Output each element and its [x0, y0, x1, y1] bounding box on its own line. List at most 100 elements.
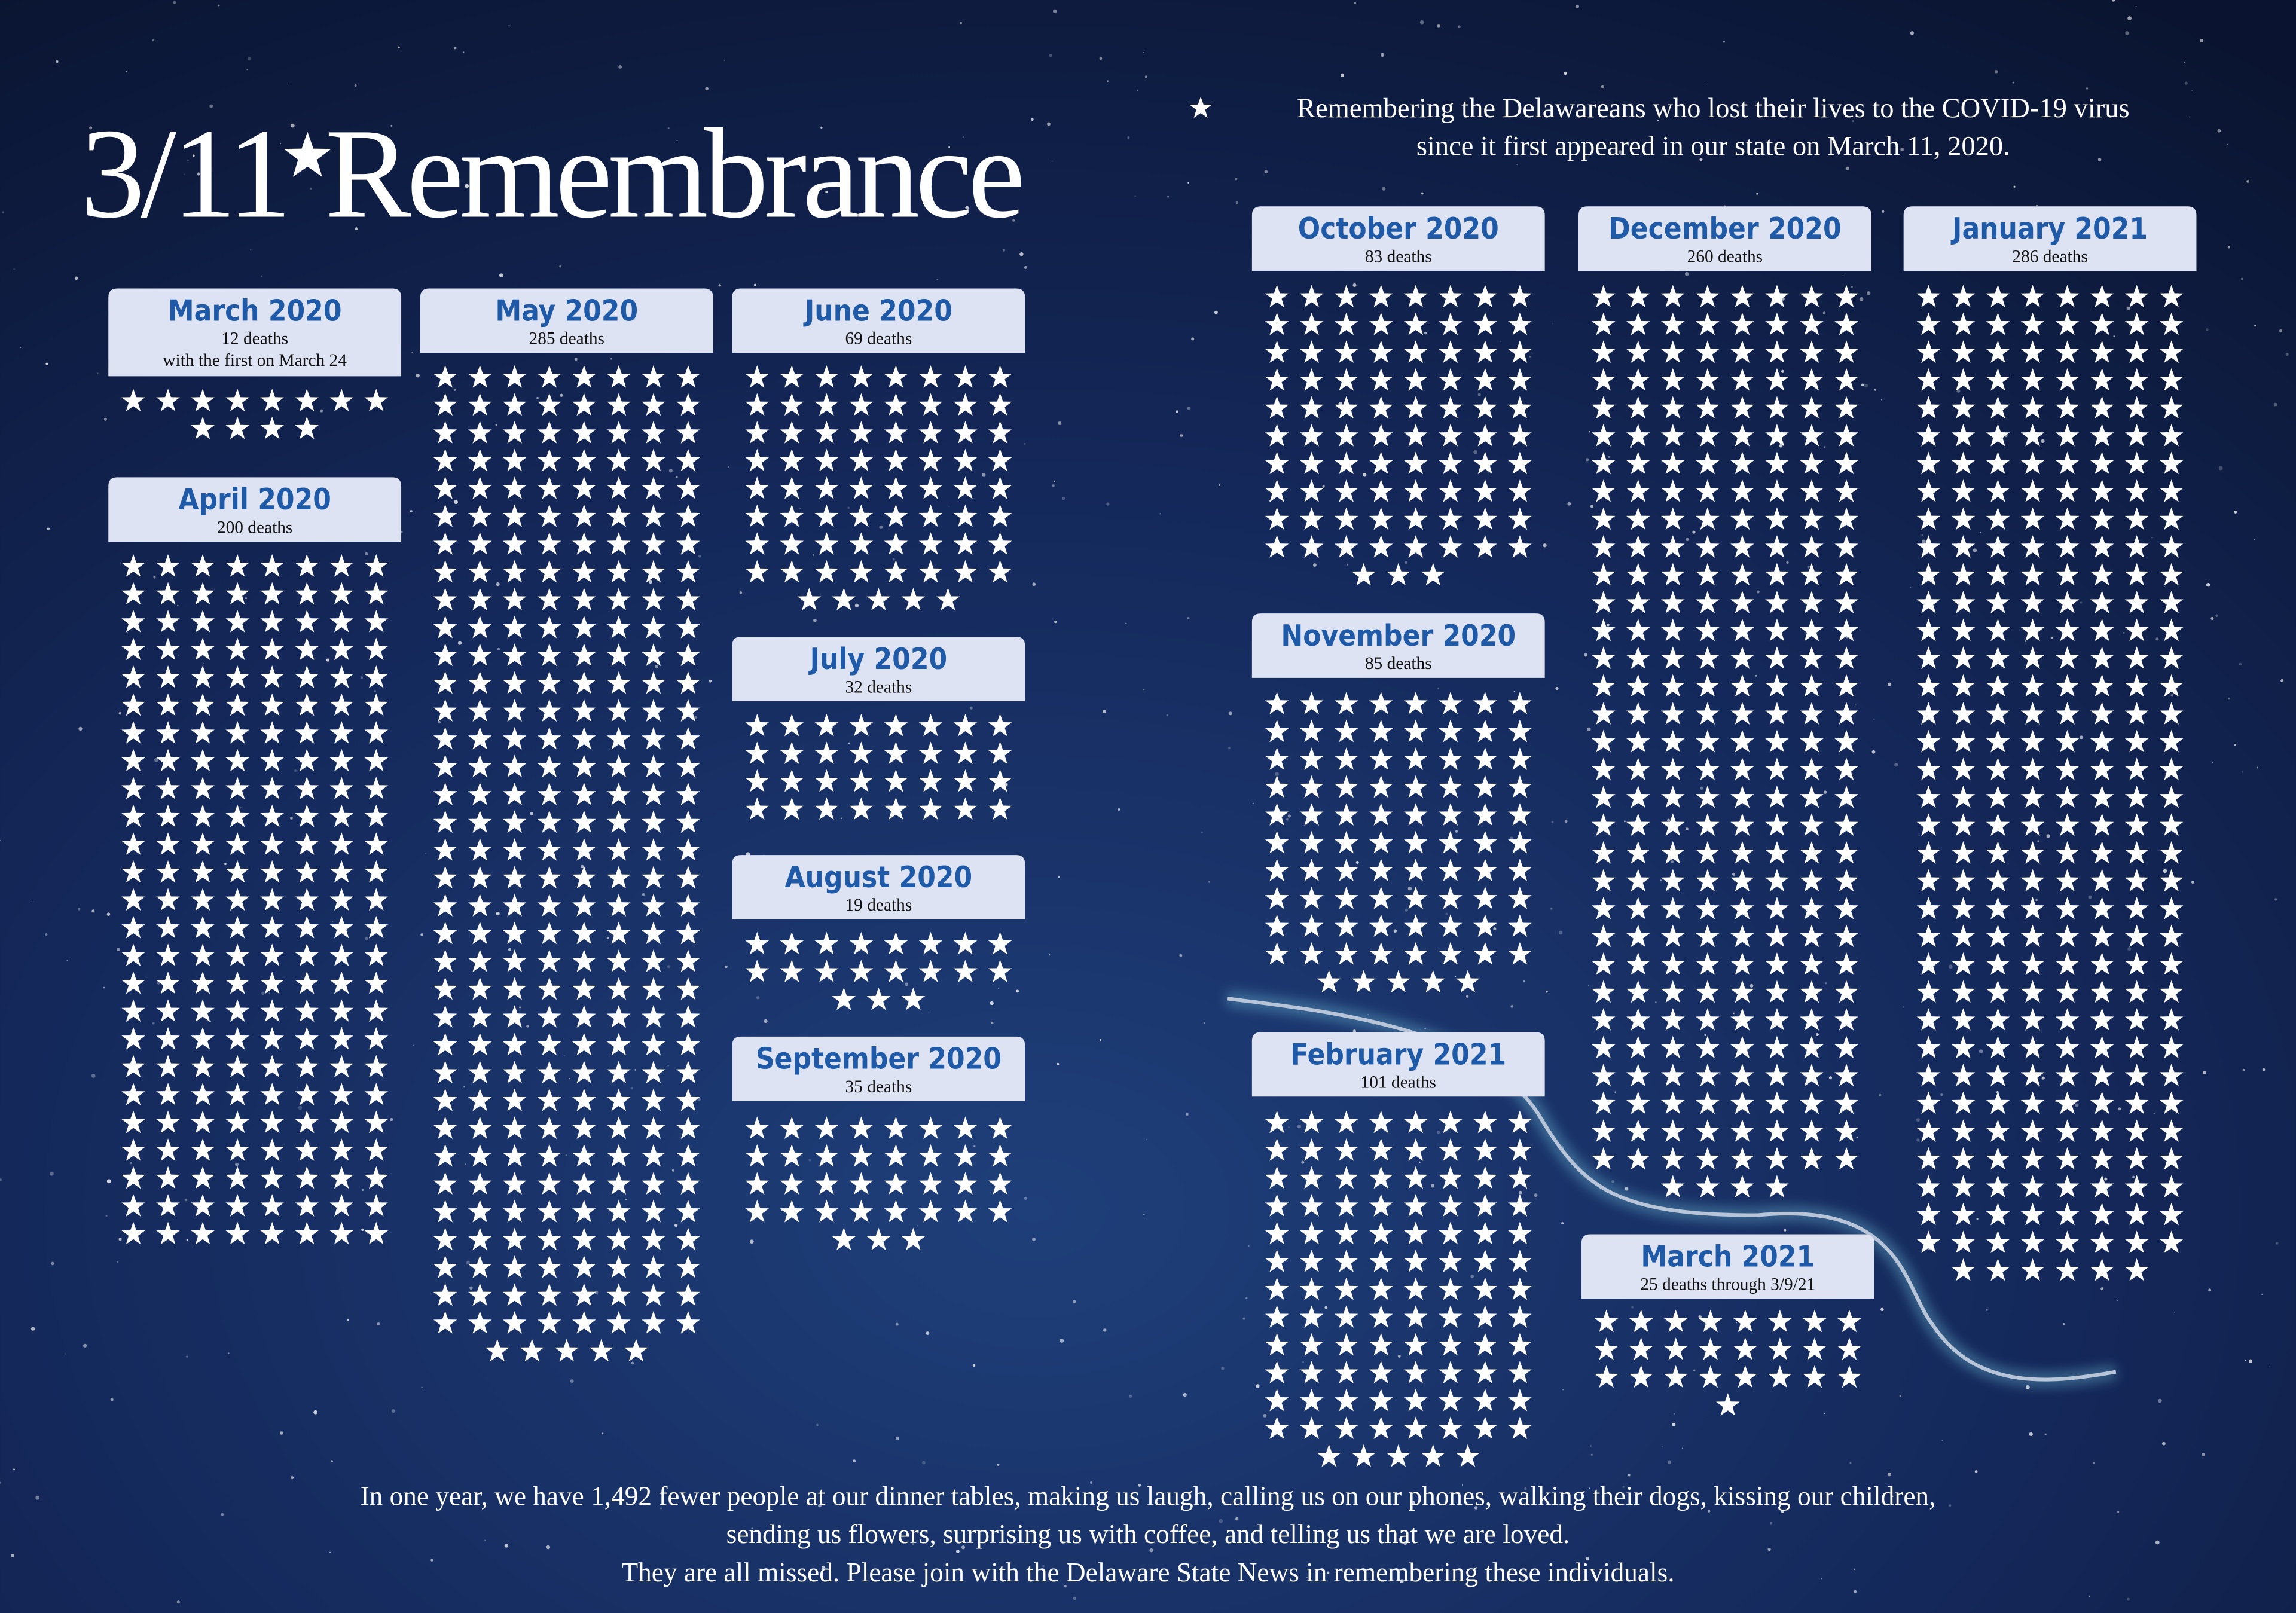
death-star — [225, 554, 249, 577]
death-star — [329, 1166, 354, 1189]
sky-star — [1611, 1180, 1614, 1183]
death-star — [1800, 702, 1824, 725]
sky-star — [2046, 834, 2050, 838]
month-title: July 2020 — [808, 642, 948, 676]
death-star — [676, 421, 700, 444]
sky-star — [1143, 689, 1144, 690]
sky-star — [1523, 980, 1525, 983]
death-star — [1334, 1333, 1358, 1356]
sky-star — [291, 1476, 294, 1480]
sky-star — [1558, 930, 1563, 935]
sky-star — [1584, 653, 1588, 657]
death-star — [1369, 1416, 1393, 1440]
death-star — [1369, 1388, 1393, 1412]
death-star — [1986, 368, 2010, 391]
death-star — [988, 504, 1012, 527]
death-star — [156, 777, 180, 799]
sky-star — [1786, 561, 1789, 564]
death-star — [1369, 859, 1393, 881]
death-star — [1386, 970, 1410, 993]
sky-star — [2158, 1398, 2162, 1403]
death-star — [1299, 1110, 1324, 1134]
sky-star — [575, 358, 578, 361]
sky-star — [1973, 548, 1977, 552]
death-star — [295, 832, 319, 855]
death-star — [1439, 368, 1463, 391]
sky-star — [1674, 1413, 1675, 1415]
death-star — [2159, 702, 2184, 725]
sky-star — [820, 126, 823, 129]
death-star — [121, 1194, 145, 1217]
death-star — [642, 921, 665, 945]
death-star — [2090, 1175, 2114, 1197]
death-star — [884, 769, 908, 792]
death-star — [2124, 563, 2149, 586]
death-star — [780, 421, 804, 444]
death-star — [1834, 952, 1858, 975]
death-star — [1951, 563, 1976, 586]
death-star — [2020, 813, 2045, 836]
death-star — [2124, 1202, 2149, 1226]
death-star — [1834, 1008, 1858, 1031]
death-star — [918, 532, 943, 555]
sky-star — [1235, 1517, 1239, 1521]
death-star — [1508, 396, 1532, 419]
death-star — [1800, 785, 1824, 808]
death-star — [1696, 1064, 1720, 1086]
sky-star — [1589, 1487, 1590, 1489]
death-star — [2159, 674, 2184, 697]
death-star — [1626, 869, 1650, 892]
death-star — [1369, 886, 1393, 909]
death-star — [884, 504, 908, 527]
death-star — [260, 749, 284, 772]
death-star — [156, 1055, 180, 1078]
death-star — [953, 504, 978, 527]
death-star — [2159, 952, 2184, 975]
death-star — [1439, 886, 1463, 909]
sky-star — [1176, 410, 1178, 413]
sky-star — [1201, 831, 1203, 833]
death-star — [1834, 618, 1858, 641]
sky-star — [1419, 20, 1424, 25]
death-star — [433, 921, 457, 945]
death-star — [572, 921, 596, 945]
sky-star — [45, 933, 48, 936]
death-star — [607, 1144, 631, 1167]
sky-star — [1546, 990, 1548, 993]
death-star — [1696, 591, 1720, 613]
sky-star — [530, 812, 533, 815]
death-star — [676, 699, 700, 722]
death-star — [2090, 702, 2114, 725]
sky-star — [1564, 71, 1567, 75]
death-star — [2055, 702, 2080, 725]
death-star — [121, 1027, 145, 1050]
death-star — [1508, 914, 1532, 937]
death-star — [295, 1055, 319, 1078]
sky-star — [91, 909, 95, 913]
sky-star — [2088, 895, 2092, 899]
death-star — [780, 741, 804, 765]
death-star — [1508, 1250, 1532, 1272]
sky-star — [1736, 1322, 1738, 1324]
death-star — [1591, 869, 1616, 892]
death-star — [2124, 1035, 2149, 1059]
sky-star — [1550, 908, 1553, 910]
sky-star — [751, 1527, 753, 1529]
sky-star — [1437, 687, 1439, 689]
death-star — [295, 804, 319, 827]
death-star — [2090, 1035, 2114, 1059]
death-star — [780, 448, 804, 472]
death-star — [1986, 841, 2010, 864]
death-star — [329, 389, 354, 411]
month-title: December 2020 — [1608, 212, 1841, 246]
death-star — [2090, 924, 2114, 948]
death-star — [1334, 775, 1358, 798]
sky-star — [1823, 790, 1827, 794]
death-star — [1696, 507, 1720, 530]
death-star — [433, 615, 457, 639]
death-star — [295, 915, 319, 939]
death-star — [814, 476, 839, 499]
death-star — [1508, 830, 1532, 854]
death-star — [1661, 952, 1685, 975]
death-star — [1299, 803, 1324, 826]
